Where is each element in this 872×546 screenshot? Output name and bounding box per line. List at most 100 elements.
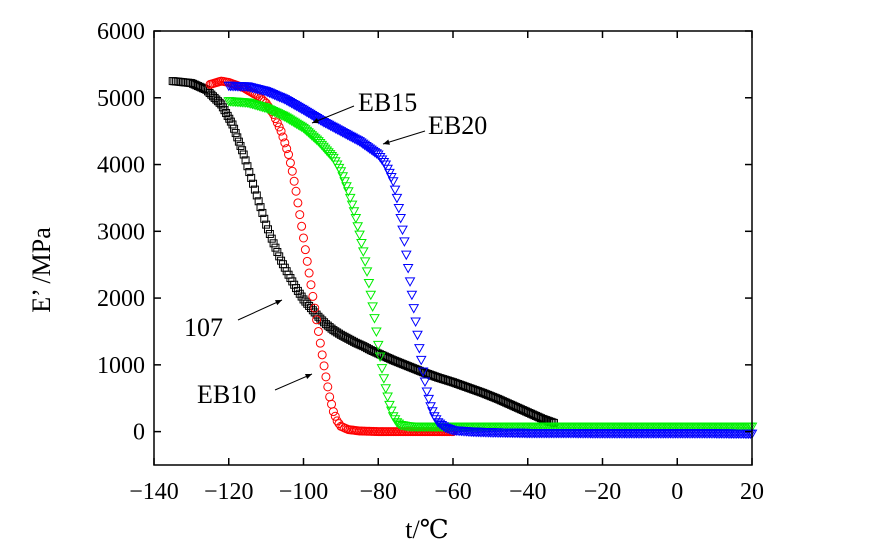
data-point [256,203,265,212]
data-point [352,136,364,146]
data-point [369,148,381,158]
data-point [319,361,329,371]
data-point [380,384,392,394]
data-point [365,290,377,301]
axes-layer: −140 −120 −100 −80 −60 −40 −20 0 20 0 1000 2000 3000… [97,19,764,505]
annotation-arrowhead [312,118,319,124]
data-point [228,120,237,129]
data-point [241,156,250,165]
data-point [397,225,408,236]
y-tick-label: 6000 [97,19,145,45]
y-tick-label: 5000 [97,86,145,112]
data-point [239,150,248,159]
data-point [339,177,350,187]
series-layer [168,76,758,440]
data-point [313,326,323,336]
y-tick-label: 1000 [97,353,145,379]
data-point [315,338,325,348]
data-point [419,377,431,388]
data-point [389,185,401,196]
data-point [299,233,308,243]
data-point [357,247,369,257]
x-tick-label: −140 [129,479,179,505]
data-point [272,118,282,128]
annotation-arrowhead [275,300,282,306]
data-point [415,355,427,366]
data-point [272,92,284,102]
annotation-layer: EB15 EB20 107 EB10 [184,88,487,409]
data-point [399,237,410,247]
data-point [302,256,312,266]
data-point [391,193,403,204]
x-tick-label: −120 [204,479,254,505]
data-point [326,152,338,162]
data-point [414,344,425,354]
data-point [250,185,259,194]
data-point [408,304,420,314]
data-point [267,90,279,100]
data-point [278,132,288,142]
data-point [285,158,295,168]
annotation-leader [311,105,355,124]
annotation-arrowhead [305,374,312,380]
data-point [400,250,412,261]
data-point [417,367,429,378]
data-point [363,279,375,289]
data-point [295,210,305,220]
data-point [271,243,280,252]
data-point [275,252,284,261]
data-point [378,374,390,384]
data-point [300,245,310,255]
data-point [231,129,240,138]
data-point [384,400,395,411]
data-point [270,91,282,101]
data-point [310,303,320,313]
x-tick-label: −80 [359,479,397,505]
data-point [254,197,263,206]
y-tick-label: 4000 [97,153,145,179]
data-point [404,277,416,287]
data-point [350,213,362,224]
data-point [436,420,448,431]
data-point [306,280,316,290]
data-point [293,120,304,131]
data-point [267,234,276,243]
data-point [406,290,418,301]
data-point [346,200,358,211]
data-point [258,208,267,217]
data-point [395,213,407,224]
data-point [330,411,340,421]
data-point [265,229,274,238]
data-point [309,134,321,144]
data-point [230,124,239,133]
data-point [402,264,414,274]
data-point [385,406,397,417]
y-tick-label: 3000 [97,219,145,245]
annotation-label: EB15 [358,88,417,117]
y-tick-label: 0 [133,420,145,446]
data-point [263,225,272,234]
data-point [293,198,303,208]
series-107 [168,77,558,427]
data-point [236,141,245,150]
data-point [312,315,322,325]
data-point [325,392,335,402]
data-point [291,186,301,196]
x-tick-label: 0 [671,479,683,505]
data-point [342,187,354,197]
data-point [252,191,261,200]
data-point [341,182,352,192]
data-point [321,372,331,382]
data-point [289,176,299,186]
data-point [323,382,333,392]
data-point [348,207,360,217]
data-point [372,340,384,351]
data-point [327,399,337,409]
data-point [317,350,327,360]
data-point [249,179,258,188]
annotation-arrowhead [383,139,390,145]
annotation-leader [382,130,426,145]
data-point [287,166,297,176]
annotation-label: 107 [184,313,223,342]
annotation-leader [237,299,283,321]
